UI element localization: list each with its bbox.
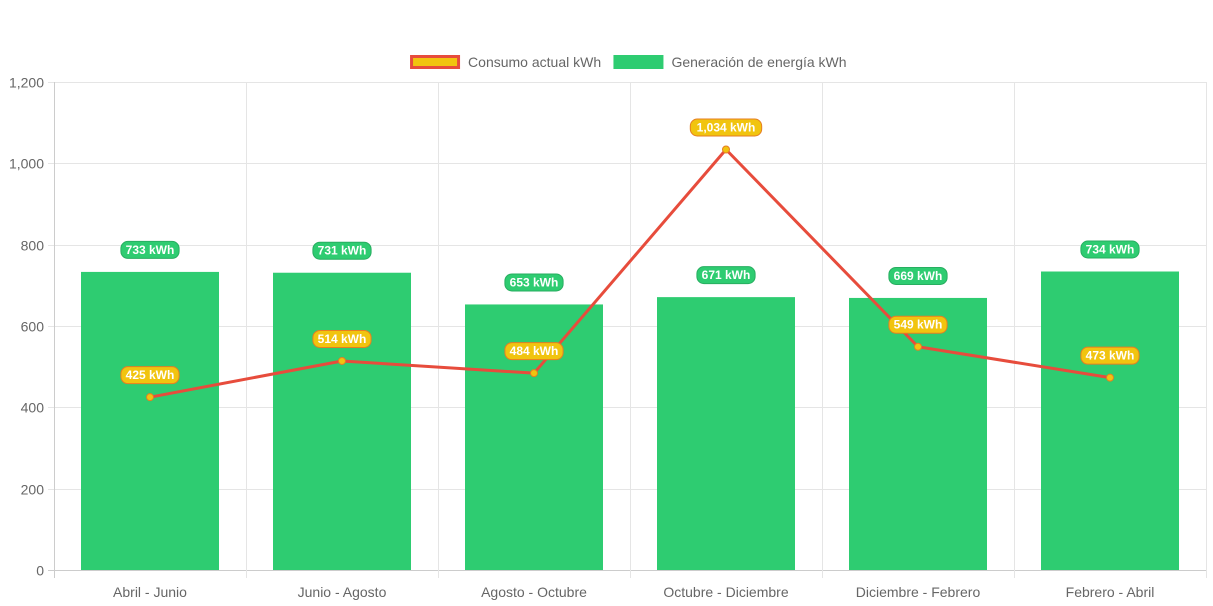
bar-value-label: 734 kWh xyxy=(1080,240,1140,259)
point-consumo[interactable] xyxy=(1106,373,1114,382)
line-value-label: 473 kWh xyxy=(1080,346,1140,365)
line-series xyxy=(146,145,1114,402)
axes: 0 200 400 600 800 1,000 1,200 Abril - Junio Juni… xyxy=(9,75,1154,601)
y-tick-label: 0 xyxy=(36,563,44,579)
bar-value-label-text: 734 kWh xyxy=(1086,243,1135,257)
line-value-label-text: 473 kWh xyxy=(1086,349,1135,363)
line-value-label-bg xyxy=(120,366,180,385)
bar-value-label-text: 669 kWh xyxy=(894,269,943,283)
bar-value-label-bg xyxy=(696,266,756,285)
y-tick-label: 1,200 xyxy=(9,75,44,91)
legend-label: Consumo actual kWh xyxy=(468,54,601,70)
x-tick-label: Junio - Agosto xyxy=(298,584,387,600)
point-consumo[interactable] xyxy=(530,369,538,378)
line-value-label-bg xyxy=(689,118,763,137)
point-consumo[interactable] xyxy=(914,342,922,351)
legend: Consumo actual kWh Generación de energía … xyxy=(410,54,847,70)
bar-value-label-bg xyxy=(504,273,564,292)
bar-series xyxy=(81,271,1179,570)
line-value-label-bg xyxy=(1080,346,1140,365)
data-labels: 733 kWh 731 kWh 653 kWh 671 kWh 669 kWh 734 k… xyxy=(120,118,1140,385)
point-consumo[interactable] xyxy=(722,145,730,154)
bar-value-label-bg xyxy=(120,240,180,259)
line-value-label: 549 kWh xyxy=(888,315,948,334)
bar-generacion[interactable] xyxy=(849,297,987,570)
line-value-label-text: 1,034 kWh xyxy=(697,121,756,135)
y-tick-label: 400 xyxy=(21,400,45,416)
bar-value-label-text: 733 kWh xyxy=(126,243,175,257)
legend-swatch-consumo xyxy=(410,55,461,69)
bar-value-label-text: 653 kWh xyxy=(510,275,559,289)
bar-value-label-bg xyxy=(312,241,372,260)
x-tick-label: Abril - Junio xyxy=(113,584,187,600)
bar-value-label-text: 731 kWh xyxy=(318,244,367,258)
y-tick-label: 800 xyxy=(21,238,45,254)
line-value-label-text: 549 kWh xyxy=(894,318,943,332)
point-consumo[interactable] xyxy=(146,393,154,402)
line-value-label: 484 kWh xyxy=(504,342,564,361)
bar-generacion[interactable] xyxy=(657,297,795,570)
legend-item-consumo[interactable]: Consumo actual kWh xyxy=(410,54,602,70)
bar-value-label-text: 671 kWh xyxy=(702,268,751,282)
bar-value-label: 733 kWh xyxy=(120,240,180,259)
bar-value-label: 669 kWh xyxy=(888,266,948,285)
x-tick-label: Octubre - Diciembre xyxy=(663,584,788,600)
point-consumo[interactable] xyxy=(338,356,346,365)
line-value-label: 514 kWh xyxy=(312,329,372,348)
bar-generacion[interactable] xyxy=(273,272,411,570)
bar-generacion[interactable] xyxy=(81,271,219,570)
x-tick-label: Agosto - Octubre xyxy=(481,584,587,600)
x-tick-label: Diciembre - Febrero xyxy=(856,584,981,600)
line-value-label-text: 514 kWh xyxy=(318,332,367,346)
legend-swatch-generacion xyxy=(613,55,664,69)
line-value-label: 425 kWh xyxy=(120,366,180,385)
y-tick-label: 600 xyxy=(21,319,45,335)
line-value-label-text: 425 kWh xyxy=(126,368,175,382)
legend-label: Generación de energía kWh xyxy=(671,54,846,70)
line-value-label-bg xyxy=(504,342,564,361)
x-tick-label: Febrero - Abril xyxy=(1066,584,1155,600)
bar-value-label-bg xyxy=(888,266,948,285)
line-value-label-text: 484 kWh xyxy=(510,344,559,358)
bar-value-label-bg xyxy=(1080,240,1140,259)
y-tick-label: 200 xyxy=(21,482,45,498)
line-value-label: 1,034 kWh xyxy=(689,118,763,137)
bar-value-label: 731 kWh xyxy=(312,241,372,260)
legend-item-generacion[interactable]: Generación de energía kWh xyxy=(613,54,847,70)
line-value-label-bg xyxy=(312,329,372,348)
y-tick-label: 1,000 xyxy=(9,156,44,172)
bar-value-label: 671 kWh xyxy=(696,266,756,285)
line-value-label-bg xyxy=(888,315,948,334)
bar-generacion[interactable] xyxy=(1041,271,1179,570)
bar-value-label: 653 kWh xyxy=(504,273,564,292)
grid-lines xyxy=(48,82,1207,578)
line-consumo xyxy=(149,148,1111,399)
